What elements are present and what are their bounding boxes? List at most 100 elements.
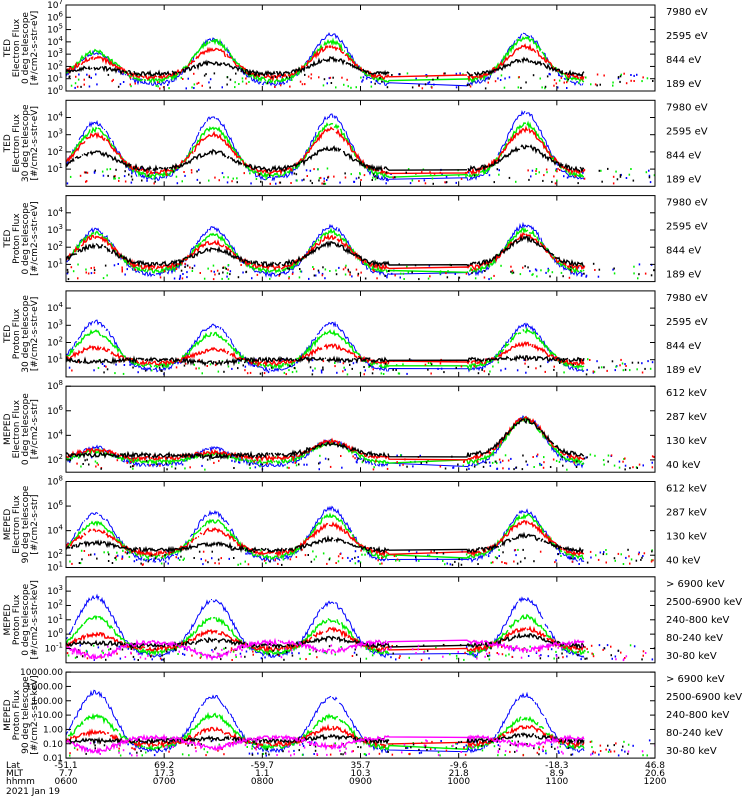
- noise-point: [88, 85, 91, 88]
- noise-point: [298, 456, 300, 458]
- noise-point: [161, 555, 164, 558]
- y-axis-label-line: TED: [3, 39, 13, 58]
- noise-point: [312, 369, 314, 372]
- noise-point: [497, 653, 500, 656]
- noise-point: [163, 745, 165, 748]
- noise-point: [505, 654, 507, 657]
- legend-entry: 2595 eV: [666, 222, 708, 233]
- noise-point: [284, 554, 286, 557]
- noise-point: [294, 453, 296, 456]
- noise-point: [545, 168, 548, 171]
- noise-point: [457, 463, 459, 466]
- noise-point: [345, 264, 347, 267]
- noise-point: [562, 656, 564, 659]
- noise-point: [387, 648, 389, 651]
- noise-point: [566, 80, 569, 82]
- noise-point: [501, 653, 504, 656]
- noise-point: [196, 178, 199, 181]
- noise-point: [403, 743, 406, 746]
- noise-point: [302, 745, 305, 747]
- noise-point: [360, 179, 362, 181]
- noise-point: [584, 657, 586, 660]
- noise-point: [323, 182, 325, 185]
- y-tick-label: 101: [47, 353, 63, 366]
- noise-point: [203, 74, 206, 77]
- noise-point: [598, 366, 600, 369]
- noise-point: [498, 548, 500, 551]
- noise-point: [558, 79, 561, 82]
- noise-point: [84, 459, 86, 462]
- noise-point: [291, 169, 293, 172]
- noise-point: [291, 371, 294, 374]
- noise-point: [559, 458, 562, 461]
- noise-point: [208, 81, 210, 84]
- noise-point: [569, 76, 571, 79]
- noise-point: [200, 653, 202, 656]
- noise-point: [484, 655, 486, 658]
- noise-point: [214, 273, 216, 276]
- noise-point: [395, 555, 397, 557]
- noise-point: [543, 461, 545, 464]
- noise-point: [594, 751, 596, 754]
- y-tick-label: 0.01: [43, 754, 63, 764]
- noise-point: [349, 559, 351, 562]
- noise-point: [283, 271, 285, 274]
- noise-point: [370, 81, 372, 84]
- noise-point: [301, 753, 304, 756]
- noise-point: [295, 370, 298, 373]
- noise-point: [226, 272, 229, 275]
- x-tick-label-lat: -9.6: [450, 761, 468, 771]
- noise-point: [251, 752, 254, 755]
- noise-point: [424, 83, 427, 86]
- legend-entry: > 6900 keV: [666, 579, 725, 590]
- noise-point: [415, 558, 417, 561]
- noise-point: [183, 653, 186, 656]
- noise-point: [443, 72, 445, 75]
- noise-point: [445, 272, 447, 275]
- y-tick-label: 101: [47, 257, 63, 270]
- noise-point: [341, 557, 344, 560]
- noise-point: [301, 548, 303, 551]
- noise-point: [625, 177, 628, 179]
- noise-point: [168, 750, 170, 753]
- noise-point: [385, 171, 388, 174]
- noise-point: [214, 364, 217, 367]
- noise-point: [497, 751, 500, 754]
- noise-point: [207, 267, 209, 270]
- noise-point: [227, 277, 230, 280]
- noise-point: [484, 270, 486, 272]
- noise-point: [250, 182, 252, 185]
- noise-point: [101, 649, 104, 652]
- legend-entry: 7980 eV: [666, 198, 708, 209]
- noise-point: [574, 363, 577, 365]
- noise-point: [148, 173, 151, 176]
- noise-point: [475, 268, 477, 271]
- noise-point: [249, 172, 251, 175]
- noise-point: [183, 364, 186, 367]
- noise-point: [140, 167, 143, 170]
- noise-point: [226, 83, 228, 86]
- noise-point: [87, 272, 90, 275]
- noise-point: [160, 658, 163, 661]
- noise-point: [620, 553, 622, 556]
- noise-point: [77, 277, 79, 280]
- noise-point: [290, 754, 292, 757]
- noise-point: [508, 176, 511, 179]
- y-axis-label-line: [#/cm2-s-str-keV]: [30, 580, 40, 659]
- noise-point: [373, 360, 375, 363]
- noise-point: [160, 369, 162, 372]
- noise-point: [352, 362, 355, 365]
- noise-point: [85, 271, 87, 274]
- noise-point: [636, 73, 638, 76]
- noise-point: [105, 365, 107, 368]
- noise-point: [528, 178, 530, 181]
- noise-point: [345, 747, 347, 750]
- legend-entry: 2500-6900 keV: [666, 692, 742, 703]
- noise-point: [70, 84, 73, 87]
- noise-point: [533, 747, 535, 750]
- noise-point: [344, 368, 346, 371]
- noise-point: [423, 179, 426, 182]
- noise-point: [213, 461, 215, 464]
- noise-point: [605, 748, 607, 751]
- noise-point: [624, 750, 626, 753]
